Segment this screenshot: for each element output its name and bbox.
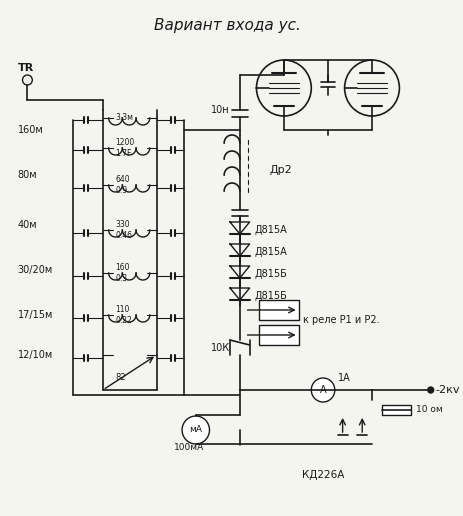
Text: 100мА: 100мА	[174, 443, 204, 453]
FancyBboxPatch shape	[259, 325, 298, 345]
Text: 1А: 1А	[337, 373, 350, 383]
Text: 640
0.9: 640 0.9	[115, 175, 130, 195]
Text: 82: 82	[115, 374, 126, 382]
Text: 1200
1.7F: 1200 1.7F	[115, 138, 134, 158]
Text: Д815Б: Д815Б	[254, 269, 287, 279]
Text: 17/15м: 17/15м	[18, 310, 53, 320]
Text: Вариант входа ус.: Вариант входа ус.	[153, 18, 300, 33]
Text: Д815А: Д815А	[254, 247, 287, 257]
Text: 80м: 80м	[18, 170, 37, 180]
Text: 3.3м: 3.3м	[115, 114, 133, 122]
Text: -2кv: -2кv	[435, 385, 459, 395]
Text: КД226А: КД226А	[301, 470, 344, 480]
Text: 10К: 10К	[210, 343, 229, 353]
Text: 160
0.3: 160 0.3	[115, 263, 130, 283]
Text: 40м: 40м	[18, 220, 37, 230]
Text: 10н: 10н	[211, 105, 230, 115]
Text: к реле Р1 и Р2.: к реле Р1 и Р2.	[303, 315, 379, 325]
Text: 330
0.46: 330 0.46	[115, 220, 132, 240]
Text: Д815Б: Д815Б	[254, 291, 287, 301]
Text: мА: мА	[189, 426, 202, 434]
Text: Др2: Др2	[269, 165, 291, 175]
Circle shape	[311, 378, 334, 402]
Text: 160м: 160м	[18, 125, 43, 135]
FancyBboxPatch shape	[259, 300, 298, 320]
Circle shape	[181, 416, 209, 444]
Text: А: А	[319, 385, 325, 395]
FancyBboxPatch shape	[381, 405, 410, 415]
Circle shape	[427, 387, 433, 393]
Text: TR: TR	[18, 63, 34, 73]
Text: Д815А: Д815А	[254, 225, 287, 235]
Text: 12/10м: 12/10м	[18, 350, 53, 360]
Text: 110
0.22: 110 0.22	[115, 305, 132, 325]
Text: 10 ом: 10 ом	[415, 406, 442, 414]
Text: 30/20м: 30/20м	[18, 265, 53, 275]
